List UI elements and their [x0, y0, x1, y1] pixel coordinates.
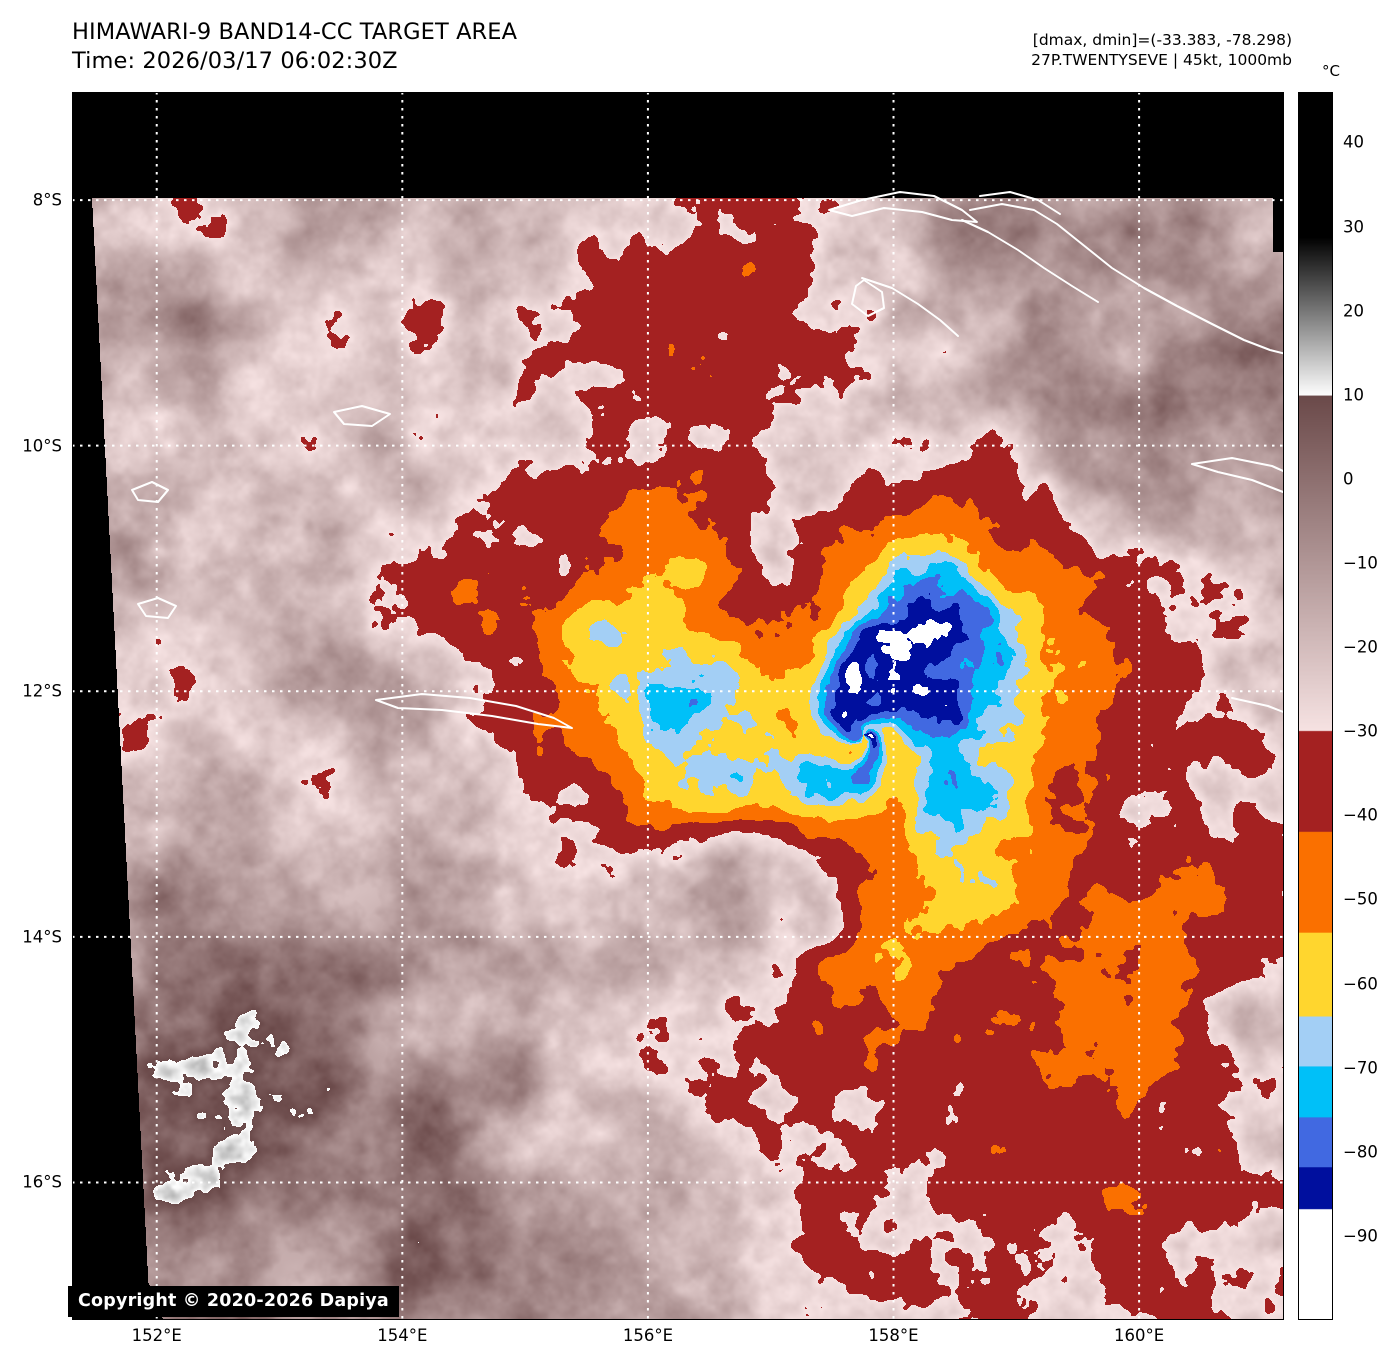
longitude-tick-label: 154°E — [377, 1326, 428, 1345]
latitude-tick-label: 8°S — [32, 190, 62, 210]
latitude-tick-label: 14°S — [22, 927, 62, 947]
colorbar-tick-label: 40 — [1343, 132, 1364, 152]
colorbar-tick-label: −90 — [1343, 1226, 1378, 1246]
colorbar-tick-label: −30 — [1343, 721, 1378, 741]
colorbar-tick-label: −40 — [1343, 805, 1378, 825]
colorbar-tick-label: −60 — [1343, 974, 1378, 994]
longitude-tick-label: 160°E — [1114, 1326, 1165, 1345]
longitude-tick-label: 158°E — [868, 1326, 919, 1345]
colorbar-tick-label: −70 — [1343, 1058, 1378, 1078]
colorbar-tick-label: −20 — [1343, 637, 1378, 657]
title-block: HIMAWARI-9 BAND14-CC TARGET AREA Time: 2… — [72, 18, 517, 77]
satellite-ir-canvas — [72, 92, 1284, 1320]
graticule-overlay — [72, 92, 1284, 1320]
colorbar-tick-label: 0 — [1343, 469, 1354, 489]
satellite-image-panel[interactable] — [72, 92, 1284, 1320]
latitude-tick-label: 10°S — [22, 436, 62, 456]
colorbar-tick-label: 20 — [1343, 301, 1364, 321]
data-range-line: [dmax, dmin]=(-33.383, -78.298) — [1032, 31, 1292, 49]
longitude-tick-label: 156°E — [622, 1326, 673, 1345]
colorbar-tick-label: −10 — [1343, 553, 1378, 573]
colorbar-tick-label: −80 — [1343, 1142, 1378, 1162]
colorbar-gradient — [1299, 93, 1332, 1319]
colorbar-tick-label: −50 — [1343, 889, 1378, 909]
timestamp-line: Time: 2026/03/17 06:02:30Z — [72, 48, 398, 75]
colorbar-tick-label: 30 — [1343, 217, 1364, 237]
longitude-tick-label: 152°E — [131, 1326, 182, 1345]
copyright-banner: Copyright © 2020-2026 Dapiya — [68, 1286, 399, 1317]
metadata-block: [dmax, dmin]=(-33.383, -78.298) 27P.TWEN… — [1031, 30, 1292, 71]
storm-info-line: 27P.TWENTYSEVE | 45kt, 1000mb — [1031, 51, 1292, 70]
page-title: HIMAWARI-9 BAND14-CC TARGET AREA — [72, 19, 518, 45]
colorbar[interactable] — [1298, 92, 1333, 1320]
latitude-tick-label: 16°S — [22, 1172, 62, 1192]
colorbar-tick-label: 10 — [1343, 385, 1364, 405]
latitude-tick-label: 12°S — [22, 681, 62, 701]
colorbar-unit-label: °C — [1322, 62, 1340, 80]
